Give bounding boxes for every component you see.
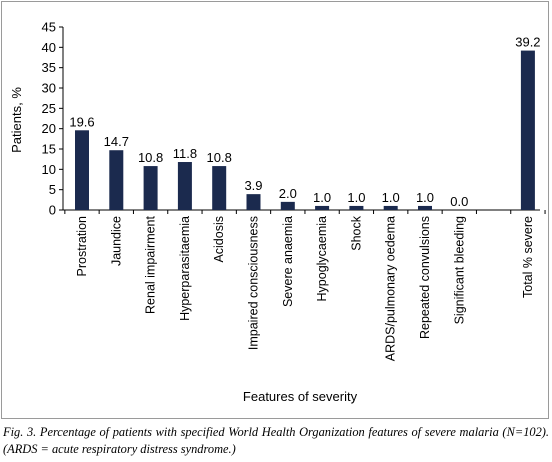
data-label: 1.0 — [382, 190, 400, 205]
data-label: 11.8 — [173, 146, 197, 161]
bars — [75, 50, 535, 210]
bar — [315, 205, 330, 210]
x-axis-label: Features of severity — [243, 389, 358, 404]
x-tick-label: Significant bleeding — [452, 216, 466, 324]
x-tick-label: Hypoglycaemia — [315, 216, 329, 302]
x-tick-label: Renal impairment — [144, 215, 158, 313]
bar — [143, 166, 158, 210]
bar — [75, 130, 89, 210]
figure-frame — [1, 1, 549, 419]
x-tick-label: Jaundice — [109, 216, 123, 266]
y-tick-label: 45 — [42, 20, 56, 35]
data-label: 2.0 — [279, 186, 297, 201]
data-label: 39.2 — [515, 35, 540, 50]
x-tick-label: Impaired consciousness — [247, 216, 261, 350]
bar — [177, 162, 192, 210]
bar — [212, 166, 227, 210]
bar — [349, 205, 364, 210]
x-tick-label: Severe anaemia — [281, 216, 295, 307]
x-tick-label: Total % severe — [521, 216, 535, 298]
x-tick-label: ARDS/pulmonary oedema — [384, 216, 398, 361]
data-label: 10.8 — [138, 150, 163, 165]
bar-chart: 0 5 10 15 20 25 30 35 40 45 19.6 14.7 10.8 11.8 10.8 3… — [9, 20, 546, 404]
bar — [109, 150, 124, 210]
data-label: 3.9 — [244, 178, 262, 193]
y-tick-label: 30 — [42, 81, 56, 96]
data-label: 19.6 — [69, 114, 94, 129]
x-tick-labels: Prostration Jaundice Renal impairment Hyper… — [75, 215, 535, 361]
x-tick-label: Acidosis — [212, 216, 226, 263]
data-label: 0.0 — [450, 194, 468, 209]
figure-caption: Fig. 3. Percentage of patients with spec… — [3, 425, 549, 456]
y-tick-label: 25 — [42, 101, 56, 116]
data-label: 14.7 — [104, 134, 129, 149]
x-tick-label: Prostration — [75, 216, 89, 276]
y-tick-label: 20 — [42, 121, 56, 136]
bar — [520, 50, 535, 210]
y-tick-label: 35 — [42, 60, 56, 75]
y-axis: 0 5 10 15 20 25 30 35 40 45 — [42, 20, 546, 218]
bar — [280, 201, 295, 210]
y-tick-label: 5 — [49, 182, 56, 197]
x-tick-label: Shock — [349, 215, 363, 250]
data-label: 1.0 — [416, 190, 434, 205]
bar — [383, 205, 398, 210]
x-tick-label: Repeated convulsions — [418, 216, 432, 339]
data-label: 1.0 — [347, 190, 365, 205]
y-axis-label: Patients, % — [9, 87, 24, 153]
bar — [418, 205, 432, 210]
bar — [246, 194, 261, 210]
y-tick-label: 0 — [49, 203, 56, 218]
data-label: 1.0 — [313, 190, 331, 205]
y-tick-label: 10 — [42, 162, 56, 177]
y-tick-label: 40 — [42, 40, 56, 55]
data-labels: 19.6 14.7 10.8 11.8 10.8 3.9 2.0 1.0 1.0 1.0 1.0 0.… — [69, 35, 540, 209]
y-tick-label: 15 — [42, 142, 56, 157]
x-tick-label: Hyperparasitaemia — [178, 216, 192, 321]
data-label: 10.8 — [207, 150, 232, 165]
